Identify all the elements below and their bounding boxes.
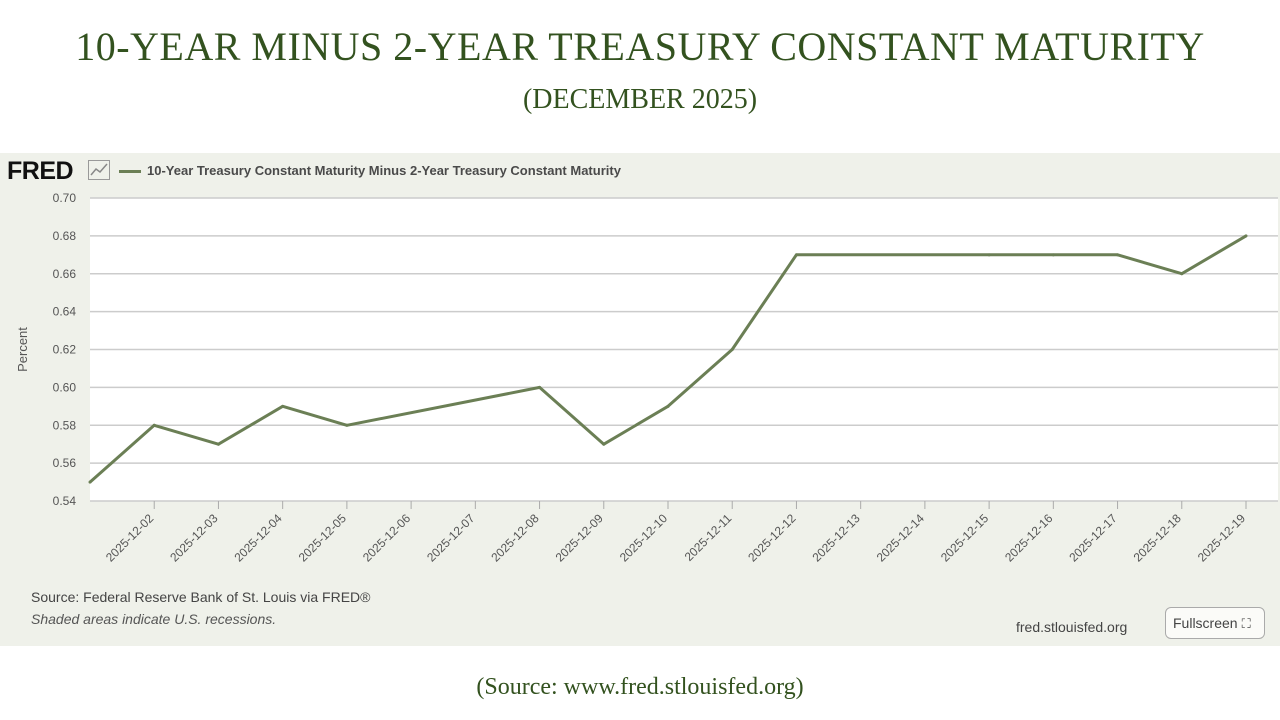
x-tick-label: 2025-12-15 bbox=[938, 511, 992, 565]
line-chart-icon[interactable] bbox=[88, 160, 110, 180]
y-axis-title: Percent bbox=[15, 327, 30, 372]
data-point bbox=[281, 404, 285, 408]
data-point bbox=[987, 253, 991, 257]
y-tick-label: 0.56 bbox=[53, 456, 77, 470]
data-point bbox=[88, 480, 92, 484]
y-tick-label: 0.62 bbox=[53, 343, 77, 357]
x-tick-label: 2025-12-05 bbox=[296, 511, 350, 565]
data-point bbox=[1180, 272, 1184, 276]
y-tick-label: 0.70 bbox=[53, 191, 77, 205]
x-tick-label: 2025-12-10 bbox=[617, 511, 671, 565]
data-point bbox=[152, 423, 156, 427]
line-chart: 0.54 0.56 0.58 0.60 0.62 0.64 0.66 0.68 0.70 2025… bbox=[15, 191, 1278, 565]
x-tick-label: 2025-12-17 bbox=[1066, 511, 1120, 565]
data-point bbox=[538, 385, 542, 389]
legend-label: 10-Year Treasury Constant Maturity Minus… bbox=[147, 163, 621, 178]
x-tick-label: 2025-12-08 bbox=[488, 511, 542, 565]
legend-swatch bbox=[119, 170, 141, 173]
data-point bbox=[1051, 253, 1055, 257]
x-tick-label: 2025-12-09 bbox=[553, 511, 607, 565]
source-note: Source: Federal Reserve Bank of St. Loui… bbox=[31, 589, 371, 605]
x-tick-label: 2025-12-14 bbox=[874, 511, 928, 565]
x-tick-label: 2025-12-13 bbox=[809, 511, 863, 565]
fred-logo[interactable]: FRED bbox=[7, 157, 74, 185]
data-point bbox=[1244, 234, 1248, 238]
fullscreen-label: Fullscreen bbox=[1173, 615, 1238, 631]
x-tick-label: 2025-12-04 bbox=[231, 511, 285, 565]
x-tick-label: 2025-12-11 bbox=[682, 511, 735, 564]
y-tick-label: 0.66 bbox=[53, 267, 77, 281]
data-point bbox=[345, 423, 349, 427]
x-tick-label: 2025-12-06 bbox=[360, 511, 414, 565]
data-point bbox=[730, 348, 734, 351]
y-tick-label: 0.68 bbox=[53, 229, 77, 243]
page-title: 10-YEAR MINUS 2-YEAR TREASURY CONSTANT M… bbox=[75, 24, 1205, 69]
x-tick-label: 2025-12-02 bbox=[103, 511, 157, 565]
y-tick-label: 0.60 bbox=[53, 380, 77, 394]
y-tick-label: 0.58 bbox=[53, 418, 77, 432]
x-tick-label: 2025-12-18 bbox=[1131, 511, 1185, 565]
y-tick-label: 0.54 bbox=[53, 494, 77, 508]
data-point bbox=[1116, 253, 1120, 257]
data-point bbox=[602, 442, 606, 446]
fred-url-link[interactable]: fred.stlouisfed.org bbox=[1016, 619, 1128, 635]
recession-note: Shaded areas indicate U.S. recessions. bbox=[31, 611, 277, 627]
x-tick-label: 2025-12-03 bbox=[167, 511, 221, 565]
x-tick-label: 2025-12-16 bbox=[1002, 511, 1056, 565]
x-tick-label: 2025-12-19 bbox=[1195, 511, 1249, 565]
data-point bbox=[666, 404, 670, 408]
data-point bbox=[794, 253, 798, 257]
y-tick-label: 0.64 bbox=[53, 305, 77, 319]
fred-graph-panel: FRED 10-Year Treasury Constant Maturity … bbox=[0, 153, 1280, 646]
x-tick-label: 2025-12-07 bbox=[424, 511, 478, 565]
x-tick-label: 2025-12-12 bbox=[745, 511, 799, 565]
page-subtitle: (DECEMBER 2025) bbox=[522, 84, 758, 115]
fullscreen-button[interactable]: Fullscreen ⛶ bbox=[1165, 607, 1265, 639]
footer-source: (Source: www.fred.stlouisfed.org) bbox=[476, 674, 804, 700]
expand-icon: ⛶ bbox=[1241, 616, 1251, 631]
data-point bbox=[216, 442, 220, 446]
